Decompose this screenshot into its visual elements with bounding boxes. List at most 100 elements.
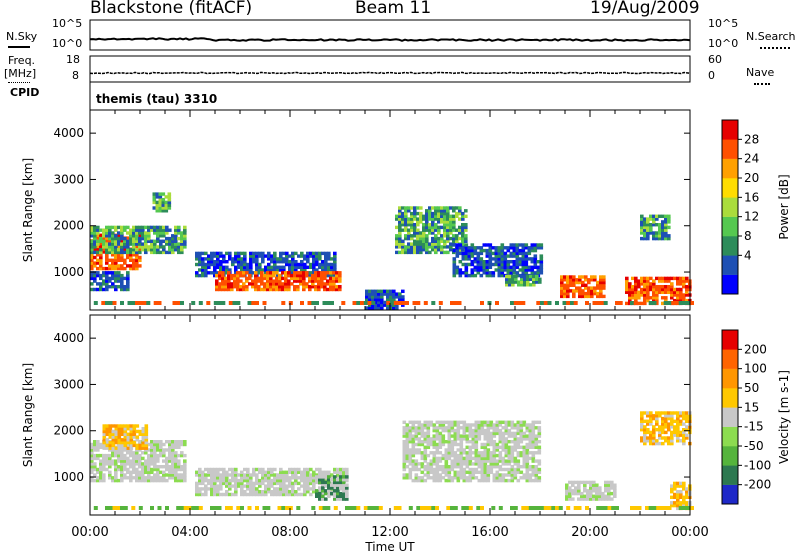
heatmap-cell <box>438 473 443 477</box>
heatmap-cell <box>426 434 431 438</box>
heatmap-cell <box>150 228 154 232</box>
heatmap-cell <box>108 432 113 436</box>
heatmap-cell <box>673 501 677 505</box>
heatmap-cell <box>494 268 499 272</box>
heatmap-cell <box>429 423 434 427</box>
heatmap-cell <box>488 265 493 269</box>
heatmap-cell <box>649 228 653 232</box>
heatmap-cell <box>249 487 253 491</box>
heatmap-cell <box>420 428 425 433</box>
heatmap-cell <box>210 251 214 256</box>
heatmap-cell <box>210 260 214 264</box>
heatmap-cell <box>138 264 142 268</box>
heatmap-cell <box>266 276 270 281</box>
heatmap-cell <box>317 285 321 289</box>
heatmap-cell <box>518 243 523 247</box>
heatmap-cell <box>401 298 405 302</box>
heatmap-cell <box>239 271 243 275</box>
heatmap-cell <box>441 470 446 474</box>
heatmap-cell <box>312 251 316 256</box>
heatmap-cell <box>120 446 125 450</box>
heatmap-cell <box>533 243 538 247</box>
heatmap-cell <box>180 250 184 255</box>
heatmap-cell <box>260 271 264 275</box>
heatmap-cell <box>411 428 416 433</box>
heatmap-cell <box>441 465 446 469</box>
heatmap-cell <box>595 486 599 490</box>
heatmap-cell <box>515 271 520 275</box>
heatmap-cell <box>426 462 431 466</box>
heatmap-cell <box>649 414 653 418</box>
heatmap-cell <box>246 487 250 491</box>
heatmap-cell <box>108 465 112 469</box>
heatmap-cell <box>471 434 476 438</box>
heatmap-cell <box>452 260 457 264</box>
heatmap-cell <box>468 440 473 444</box>
heatmap-cell <box>123 459 127 463</box>
heatmap-cell <box>108 446 113 450</box>
heatmap-cell <box>147 478 151 483</box>
heatmap-cell <box>135 478 139 483</box>
heatmap-cell <box>513 301 518 305</box>
heatmap-cell <box>164 200 169 205</box>
heatmap-cell <box>503 254 508 258</box>
heatmap-cell <box>126 285 130 289</box>
heatmap-cell <box>525 453 530 458</box>
heatmap-cell <box>519 428 524 433</box>
heatmap-cell <box>117 467 121 472</box>
heatmap-cell <box>279 490 283 494</box>
heatmap-cell <box>218 271 222 275</box>
heatmap-cell <box>495 476 500 480</box>
heatmap-cell <box>649 285 653 289</box>
heatmap-cell <box>333 467 337 472</box>
heatmap-cell <box>234 265 238 269</box>
heatmap-cell <box>243 476 247 480</box>
heatmap-cell <box>294 470 298 474</box>
heatmap-cell <box>470 271 475 275</box>
heatmap-cell <box>419 242 423 246</box>
heatmap-cell <box>326 271 330 275</box>
heatmap-cell <box>264 271 268 275</box>
heatmap-cell <box>195 473 199 477</box>
heatmap-cell <box>237 478 241 483</box>
heatmap-cell <box>90 266 94 271</box>
heatmap-cell <box>323 282 327 286</box>
heatmap-cell <box>664 411 668 415</box>
y-tick-label: 1000 <box>53 470 84 484</box>
heatmap-cell <box>408 420 413 424</box>
heatmap-cell <box>477 478 482 483</box>
heatmap-cell <box>248 282 252 286</box>
heatmap-cell <box>664 231 668 235</box>
heatmap-cell <box>652 433 656 437</box>
heatmap-cell <box>513 459 518 463</box>
heatmap-cell <box>201 262 205 267</box>
heatmap-cell <box>281 276 285 281</box>
heatmap-cell <box>147 453 151 458</box>
heatmap-cell <box>120 282 124 286</box>
heatmap-cell <box>419 250 423 255</box>
colorbar-tick-label: 28 <box>744 132 759 146</box>
heatmap-cell <box>560 289 564 293</box>
heatmap-cell <box>630 301 634 305</box>
heatmap-cell <box>333 483 337 487</box>
heatmap-cell <box>525 478 530 483</box>
heatmap-cell <box>464 271 469 275</box>
heatmap-cell <box>132 266 136 271</box>
heatmap-cell <box>165 448 169 452</box>
heatmap-cell <box>539 243 544 247</box>
heatmap-cell <box>135 435 140 439</box>
heatmap-cell <box>489 426 494 430</box>
heatmap-cell <box>413 217 417 221</box>
heatmap-cell <box>273 478 277 483</box>
heatmap-cell <box>515 265 520 269</box>
heatmap-cell <box>479 268 484 272</box>
heatmap-cell <box>407 245 411 249</box>
heatmap-cell <box>476 265 481 269</box>
heatmap-cell <box>135 473 139 477</box>
heatmap-cell <box>153 228 157 232</box>
heatmap-cell <box>123 462 127 466</box>
heatmap-cell <box>308 287 312 292</box>
heatmap-cell <box>497 257 502 261</box>
heatmap-cell <box>183 470 187 474</box>
heatmap-cell <box>248 276 252 281</box>
